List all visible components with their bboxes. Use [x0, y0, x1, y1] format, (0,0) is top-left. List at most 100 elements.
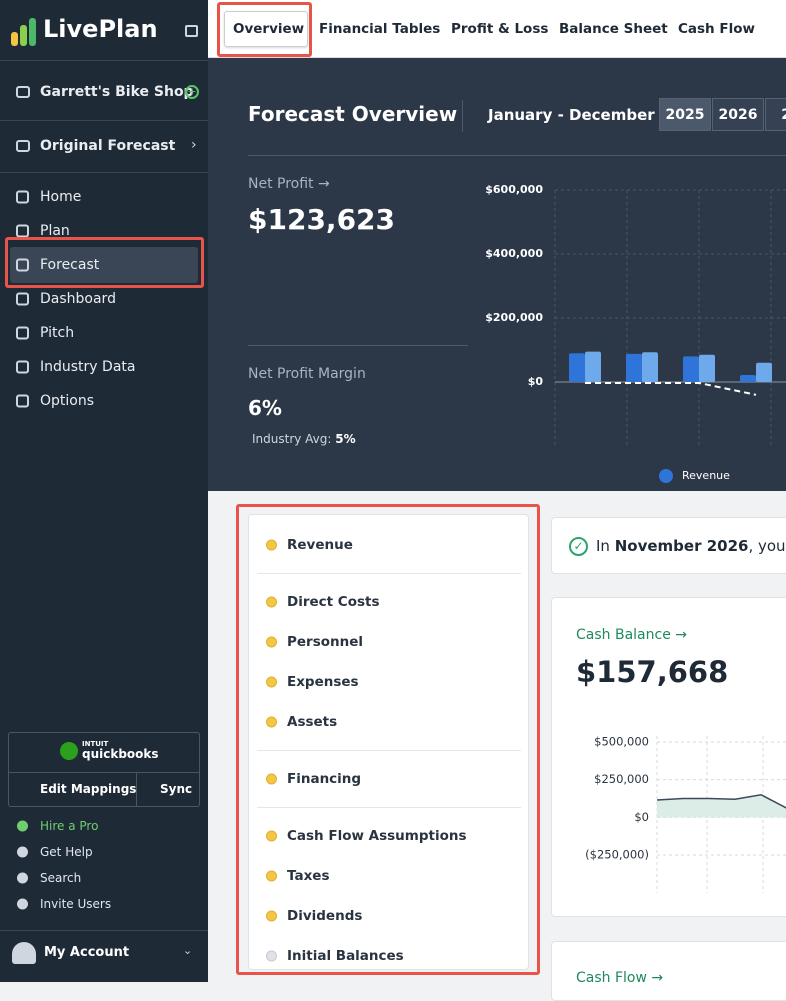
menu-item[interactable]: Dividends — [287, 908, 363, 924]
status-dot — [266, 773, 277, 785]
menu-item[interactable]: Revenue — [287, 537, 353, 553]
year-button[interactable]: 2025 — [659, 98, 711, 131]
logo: LivePlan — [43, 15, 158, 43]
nav-icon — [16, 394, 29, 408]
quickbooks-box: INTUIT quickbooks Edit Mappings Sync — [8, 732, 200, 807]
cash-balance-value: $157,668 — [576, 655, 729, 689]
nav-icon — [16, 360, 29, 374]
industry-value: 5% — [335, 432, 356, 446]
status-dot — [266, 676, 277, 688]
link-icon — [17, 846, 28, 858]
line — [585, 381, 757, 396]
y-tick-label: $0 — [528, 375, 544, 388]
nav-item[interactable]: Dashboard — [40, 291, 116, 307]
menu-item[interactable]: Taxes — [287, 868, 330, 884]
divider — [257, 573, 521, 574]
link-icon — [17, 820, 28, 832]
cash-notice: ✓ In November 2026, your c — [551, 517, 786, 574]
menu-item[interactable]: Initial Balances — [287, 948, 404, 964]
industry-avg: Industry Avg: 5% — [252, 432, 356, 446]
sidebar-link[interactable]: Hire a Pro — [40, 819, 99, 833]
year-button[interactable]: 20 — [765, 98, 786, 131]
nav-icon — [16, 224, 29, 238]
divider — [257, 750, 521, 751]
logo-icon — [11, 18, 37, 48]
status-dot — [266, 539, 277, 551]
avatar — [12, 942, 36, 964]
net-profit-label[interactable]: Net Profit → — [248, 176, 330, 192]
menu-item[interactable]: Financing — [287, 771, 362, 787]
sidebar-link[interactable]: Get Help — [40, 845, 93, 859]
y-tick-label: $250,000 — [594, 772, 649, 786]
tab[interactable]: Financial Tables — [319, 21, 441, 37]
company-name[interactable]: Garrett's Bike Shop — [40, 84, 194, 100]
nav-icon — [16, 258, 29, 272]
edit-mappings-button[interactable]: Edit Mappings — [40, 782, 137, 796]
highlight-box — [217, 2, 312, 57]
y-tick-label: $500,000 — [594, 735, 649, 749]
notice-prefix: In — [596, 537, 610, 555]
y-tick-label: $600,000 — [485, 183, 543, 196]
menu-item[interactable]: Direct Costs — [287, 594, 380, 610]
bar — [585, 351, 601, 382]
profit-chart: $0 $200,000 $400,000 $600,000 Revenue — [485, 183, 786, 483]
net-profit-value: $123,623 — [248, 203, 396, 236]
cash-balance-card: Cash Balance → $157,668 ($250,000) $0 $250… — [551, 597, 786, 917]
margin-value: 6% — [248, 396, 282, 420]
nav-item[interactable]: Plan — [40, 223, 70, 239]
tab[interactable]: Balance Sheet — [559, 21, 668, 37]
sidebar-link[interactable]: Search — [40, 871, 82, 885]
y-tick-label: $400,000 — [485, 247, 543, 260]
divider — [257, 807, 521, 808]
bar — [756, 362, 772, 382]
tab[interactable]: Cash Flow — [678, 21, 755, 37]
chevron: › — [191, 137, 197, 153]
cash-flow-card: Cash Flow → — [551, 941, 786, 1001]
menu-item[interactable]: Personnel — [287, 634, 364, 650]
year-button[interactable]: 2026 — [712, 98, 764, 131]
nav-item[interactable]: Home — [40, 189, 82, 205]
legend-label: Revenue — [682, 469, 730, 482]
cash-chart: ($250,000) $0 $250,000 $500,000 — [585, 735, 786, 893]
collapse-button[interactable] — [185, 25, 198, 37]
cash-flow-label[interactable]: Cash Flow → — [576, 970, 664, 986]
margin-label: Net Profit Margin — [248, 366, 366, 382]
account-menu[interactable]: My Account — [44, 945, 130, 960]
notice-text: In November 2026, your c — [596, 537, 786, 555]
chevron: ⌄ — [183, 944, 193, 957]
nav-item[interactable]: Forecast — [40, 257, 100, 273]
add-button[interactable]: + — [185, 85, 199, 99]
sidebar-link[interactable]: Invite Users — [40, 897, 112, 911]
nav-item[interactable]: Pitch — [40, 325, 75, 341]
period: January - December — [488, 106, 655, 124]
status-dot — [266, 870, 277, 882]
assumption-menu: Revenue Direct Costs Personnel Expenses Asse… — [248, 514, 529, 970]
link-icon — [17, 898, 28, 910]
tab[interactable]: Profit & Loss — [451, 21, 549, 37]
tab[interactable]: Overview — [233, 21, 305, 37]
menu-item[interactable]: Assets — [287, 714, 338, 730]
y-tick-label: ($250,000) — [585, 848, 649, 862]
nav-icon — [16, 326, 29, 340]
highlight-box — [236, 504, 540, 975]
menu-item[interactable]: Expenses — [287, 674, 359, 690]
sync-button[interactable]: Sync — [160, 782, 193, 796]
link-icon — [17, 872, 28, 884]
status-dot — [266, 910, 277, 922]
status-dot — [266, 830, 277, 842]
legend-swatch — [659, 469, 673, 483]
cash-balance-label[interactable]: Cash Balance → — [576, 627, 687, 643]
menu-item[interactable]: Cash Flow Assumptions — [287, 828, 467, 844]
bar — [683, 356, 699, 382]
nav-item[interactable]: Industry Data — [40, 359, 136, 375]
bar — [642, 352, 658, 382]
nav-item[interactable]: Options — [40, 393, 95, 409]
status-dot — [266, 636, 277, 648]
nav-icon — [16, 190, 29, 204]
status-dot — [266, 596, 277, 608]
forecast-selector[interactable]: Original Forecast — [40, 138, 176, 154]
page-title: Forecast Overview — [248, 102, 458, 126]
notice-suffix: , your c — [748, 537, 786, 555]
line — [656, 793, 786, 809]
highlight-box — [5, 237, 204, 288]
